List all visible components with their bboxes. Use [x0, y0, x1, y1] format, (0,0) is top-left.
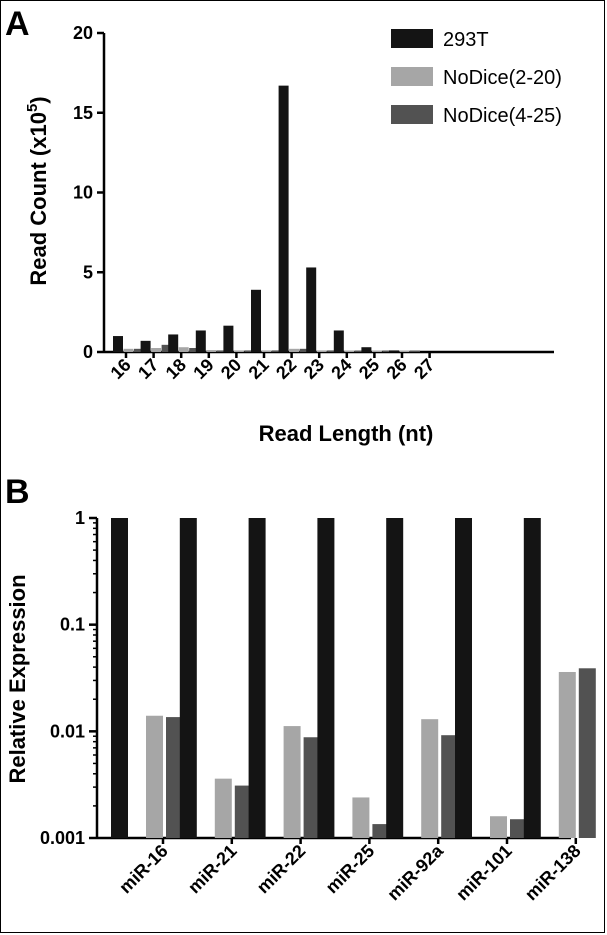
bar-293t-24 — [334, 330, 344, 352]
panel-a-x-axis-title: Read Length (nt) — [259, 421, 434, 446]
panel-b-x-tick-label: miR-138 — [521, 841, 585, 905]
bar-293t-16 — [113, 336, 123, 352]
bar-nodice-2-20-19 — [206, 350, 216, 352]
bar-nodice-2-20-mir-138 — [559, 672, 576, 838]
panel-a-y-tick-label: 15 — [73, 103, 93, 123]
panel-a-x-tick-label: 24 — [327, 355, 355, 383]
panel-a-x-tick-label: 16 — [107, 355, 135, 383]
y-title-main: Read Count (x10 — [26, 112, 51, 286]
bar-nodice-2-20-16 — [124, 349, 134, 352]
panel-a-y-tick-label: 0 — [83, 342, 93, 362]
bar-293t-mir-16 — [111, 518, 128, 838]
panel-a-x-tick-label: 20 — [217, 355, 245, 383]
bar-293t-mir-25 — [317, 518, 334, 838]
bar-nodice-2-20-18 — [179, 347, 189, 352]
panel-a-x-tick-label: 22 — [272, 355, 300, 383]
bar-nodice-4-25-mir-138 — [579, 668, 596, 838]
y-title-close: ) — [26, 96, 51, 103]
panel-b-x-tick-label: miR-92a — [383, 840, 447, 904]
panel-b-letter: B — [5, 473, 30, 511]
bar-nodice-2-20-20 — [234, 350, 244, 352]
bar-nodice-2-20-mir-101 — [490, 816, 507, 838]
panel-b-x-tick-label: miR-22 — [253, 841, 310, 898]
bar-293t-mir-21 — [180, 518, 197, 838]
panel-a-x-tick-label: 23 — [300, 355, 328, 383]
panel-a-y-tick-label: 5 — [83, 262, 93, 282]
y-title-exponent: 5 — [24, 104, 41, 112]
bar-293t-20 — [223, 326, 233, 352]
bar-nodice-2-20-mir-16 — [146, 716, 163, 838]
panel-a-x-tick-label: 18 — [162, 355, 190, 383]
panel-b-x-tick-label: miR-101 — [452, 841, 516, 905]
panel-a-x-tick-label: 19 — [189, 355, 217, 383]
bar-nodice-4-25-26 — [410, 351, 420, 353]
panel-a-x-tick-label: 25 — [355, 355, 383, 383]
panel-a-y-tick-label: 10 — [73, 183, 93, 203]
legend-label-nodice-2-20: NoDice(2-20) — [443, 67, 562, 89]
bar-293t-26 — [389, 350, 399, 352]
bar-nodice-2-20-mir-92a — [421, 719, 438, 838]
bar-293t-17 — [141, 341, 151, 352]
panel-b-x-tick-label: miR-25 — [322, 841, 379, 898]
bar-293t-25 — [361, 347, 371, 352]
bar-293t-23 — [306, 267, 316, 352]
panel-a-y-tick-label: 20 — [73, 23, 93, 43]
bar-293t-mir-138 — [524, 518, 541, 838]
panel-b-y-tick-label: 0.1 — [60, 615, 85, 635]
bar-nodice-2-20-26 — [400, 351, 410, 353]
bar-nodice-2-20-23 — [317, 350, 327, 352]
legend-label-293t: 293T — [443, 29, 489, 51]
panel-b-x-tick-label: miR-21 — [184, 841, 241, 898]
bar-293t-19 — [196, 330, 206, 352]
panel-a-x-tick-label: 27 — [410, 355, 438, 383]
bar-nodice-2-20-mir-25 — [352, 797, 369, 838]
panel-a-x-tick-label: 17 — [134, 355, 162, 383]
bar-293t-mir-22 — [249, 518, 266, 838]
read-length-chart: Read Count (x105) Read Length (nt) 05101… — [24, 23, 562, 446]
bar-nodice-2-20-21 — [262, 350, 272, 352]
bar-293t-21 — [251, 290, 261, 352]
panel-b-y-axis-title: Relative Expression — [5, 574, 30, 783]
bar-nodice-2-20-17 — [151, 348, 161, 352]
bar-nodice-2-20-22 — [289, 349, 299, 352]
panel-a-letter: A — [5, 5, 30, 43]
legend-label-nodice-4-25: NoDice(4-25) — [443, 105, 562, 127]
panel-a-x-tick-label: 21 — [245, 355, 273, 383]
bar-nodice-2-20-24 — [344, 351, 354, 353]
panel-b-x-tick-label: miR-16 — [115, 841, 172, 898]
legend-swatch-nodice-4-25 — [391, 105, 433, 124]
bar-293t-mir-92a — [386, 518, 403, 838]
panel-b-y-tick-label: 1 — [75, 508, 85, 528]
bar-nodice-2-20-25 — [372, 351, 382, 353]
bar-293t-22 — [279, 86, 289, 352]
bar-293t-18 — [168, 334, 178, 352]
legend-swatch-293t — [391, 29, 433, 48]
bar-nodice-2-20-mir-22 — [284, 726, 301, 838]
bar-293t-mir-101 — [455, 518, 472, 838]
panel-a-y-axis-title: Read Count (x105) — [24, 96, 51, 285]
legend-swatch-nodice-2-20 — [391, 67, 433, 86]
bar-nodice-2-20-mir-21 — [215, 779, 232, 838]
panel-b-y-tick-label: 0.001 — [40, 828, 85, 848]
panel-b-y-tick-label: 0.01 — [50, 721, 85, 741]
panel-a-x-tick-label: 26 — [383, 355, 411, 383]
